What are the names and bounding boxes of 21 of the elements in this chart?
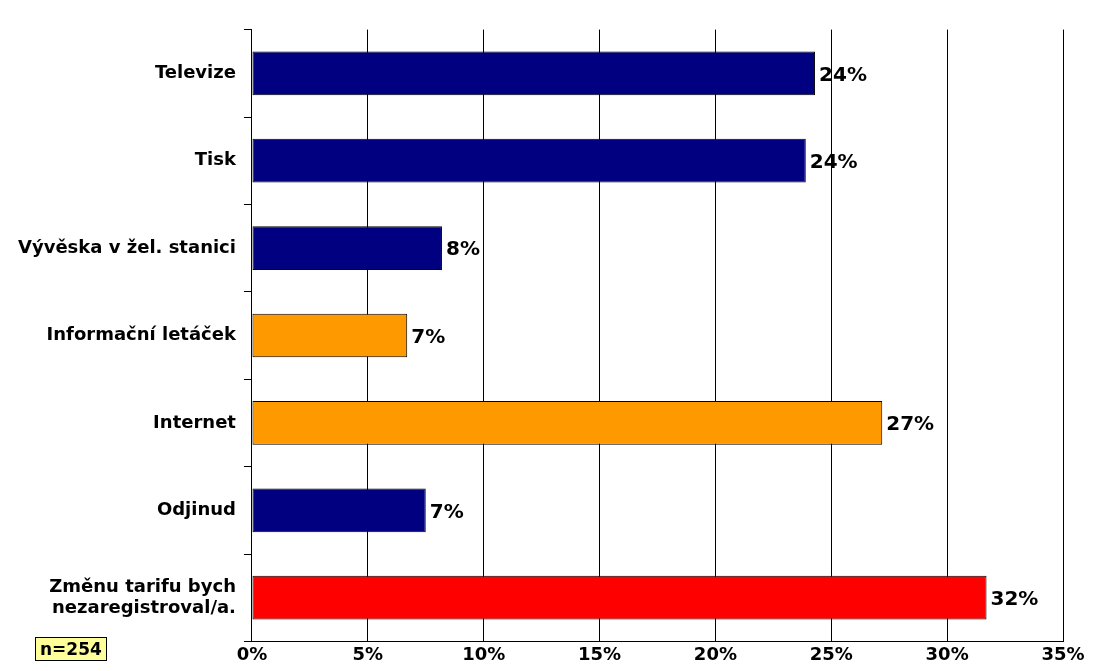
x-tick-label: 30% (925, 642, 969, 664)
data-label: 27% (886, 411, 935, 436)
y-tick-label: Změnu tarifu bych nezaregistroval/a. (49, 574, 236, 618)
x-tick-label: 0% (236, 642, 268, 664)
x-tick-label: 25% (809, 642, 853, 664)
x-tick-label: 10% (462, 642, 506, 664)
x-tick-label: 20% (693, 642, 737, 664)
x-tick-label: 5% (352, 642, 384, 664)
x-tick-label: 15% (578, 642, 622, 664)
y-tick-label: Odjinud (156, 497, 236, 519)
y-tick-label: Televize (154, 60, 236, 82)
data-label: 32% (990, 585, 1039, 610)
y-tick-label: Informační letáček (46, 323, 237, 345)
y-tick-label: Vývěska v žel. stanici (18, 235, 236, 257)
data-label: 7% (429, 498, 464, 523)
y-tick-label: Tisk (194, 148, 237, 170)
x-tick-label: 35% (1041, 642, 1085, 664)
y-tick-label: Internet (153, 410, 237, 432)
data-label: 7% (411, 323, 446, 348)
data-label: 8% (445, 236, 480, 261)
text: n=254 (35, 637, 107, 661)
